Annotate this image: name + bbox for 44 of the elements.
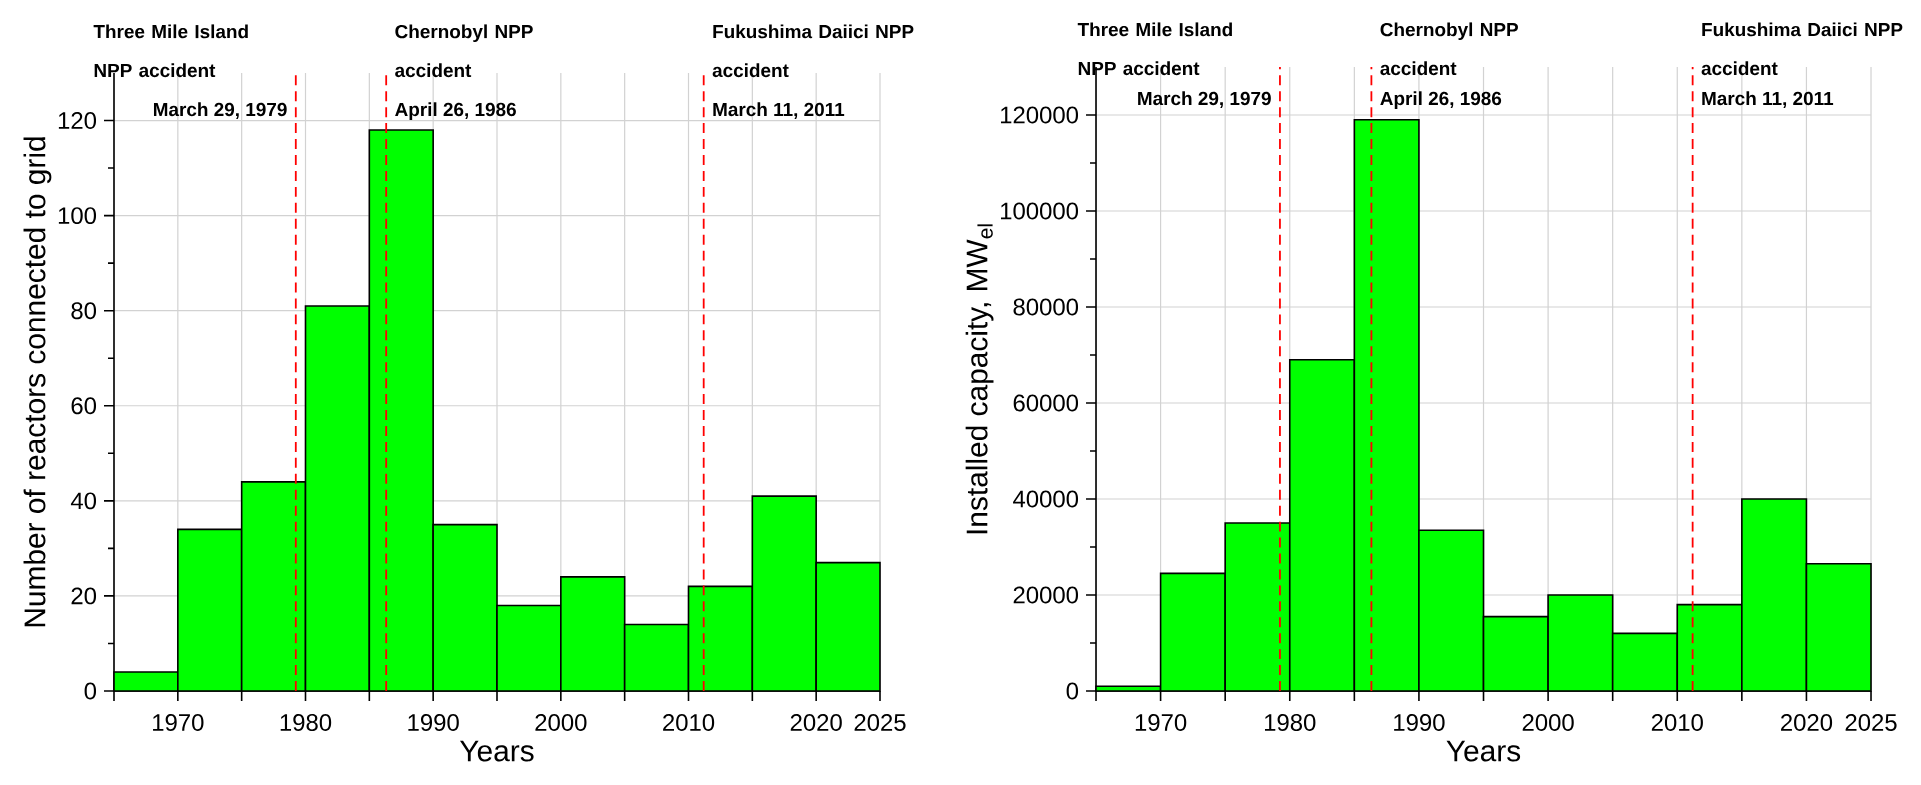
y-tick-label: 0: [1066, 682, 1079, 700]
x-tick-label: 1970: [1135, 714, 1187, 731]
y-tick-label: 20000: [1013, 586, 1079, 604]
y-tick-label: 20: [71, 587, 97, 605]
x-tick-label: 1970: [153, 714, 204, 731]
x-tick-label: 2025: [1845, 714, 1897, 731]
text: Three Mile Island NPP accident: [1077, 22, 1232, 76]
y-tick-label: 80000: [1013, 298, 1079, 316]
x-tick-label: 2025: [854, 714, 906, 731]
x-tick-label: 2010: [663, 714, 715, 731]
y-axis-title: Installed capacity, MW$_{el}$: [965, 224, 994, 534]
y-tick-label: 40000: [1013, 490, 1079, 508]
text: Three Mile Island NPP accident: [93, 24, 248, 78]
y-tick-label: 100: [58, 207, 97, 225]
text: Fukushima Daiici NPP accident: [712, 24, 914, 78]
x-tick-label: 1990: [408, 714, 459, 731]
annotation: March 11, 2011: [713, 102, 845, 119]
annotation: April 26, 1986: [1380, 91, 1502, 109]
y-tick-label: 60000: [1013, 394, 1079, 412]
y-tick-label: 0: [84, 682, 97, 700]
y-tick-label: 120000: [1001, 106, 1079, 124]
y-tick-label: 100000: [1001, 202, 1079, 220]
x-axis-title: Years: [1446, 740, 1521, 762]
y-tick-label: 60: [71, 397, 97, 415]
x-tick-label: 1990: [1394, 714, 1445, 731]
x-tick-label: 1980: [1264, 714, 1316, 731]
x-tick-label: 1980: [280, 714, 332, 731]
y-tick-label: 120: [58, 112, 97, 129]
annotation: March 29, 1979: [153, 102, 287, 119]
text: Fukushima Daiici NPP accident: [1701, 22, 1903, 76]
annotation: March 29, 1979: [1138, 91, 1271, 108]
x-tick-label: 2020: [1781, 714, 1833, 731]
y-tick-label: 80: [71, 302, 97, 320]
x-axis-title: Years: [459, 740, 534, 762]
ref-line-label: Chernobyl NPP accident: [1380, 22, 1518, 76]
x-tick-label: 2020: [790, 714, 842, 731]
annotation: April 26, 1986: [395, 102, 516, 120]
x-tick-label: 2000: [535, 714, 587, 731]
x-tick-label: 2010: [1651, 714, 1703, 731]
ref-line-label: Chernobyl NPP accident: [395, 24, 533, 78]
annotation: March 11, 2011: [1702, 91, 1834, 108]
y-tick-label: 40: [70, 492, 97, 510]
x-tick-label: 2000: [1522, 714, 1574, 731]
y-axis-title: Number of reactors connected to grid: [23, 137, 52, 627]
